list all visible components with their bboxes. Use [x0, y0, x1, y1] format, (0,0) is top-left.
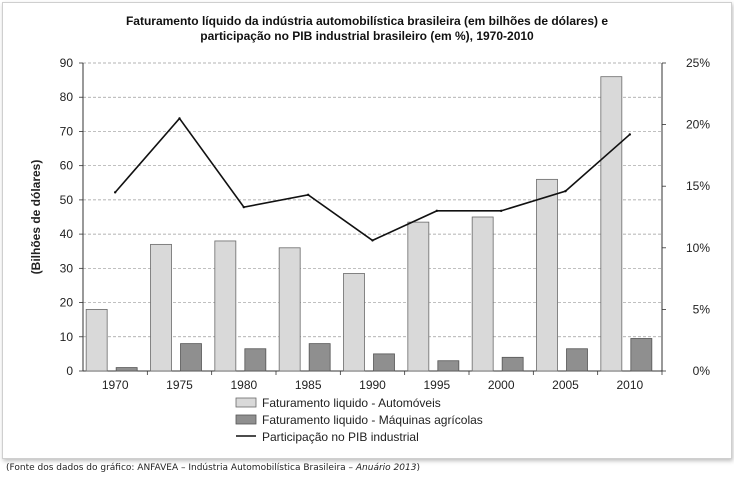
source-caption: (Fonte dos dados do gráfico: ANFAVEA – I…: [6, 463, 420, 473]
y2-tick-label: 10%: [686, 241, 710, 255]
y2-tick-label: 5%: [693, 302, 711, 316]
y-tick-label: 10: [60, 330, 74, 344]
caption-italic: Anuário 2013: [355, 463, 417, 473]
line-point: [628, 133, 632, 136]
x-tick-label: 2010: [616, 378, 643, 392]
y-tick-label: 60: [60, 159, 74, 173]
bar-maquinas: [180, 343, 202, 372]
y-tick-label: 80: [60, 90, 74, 104]
bar-automoveis: [85, 308, 108, 372]
line-point: [242, 205, 246, 209]
y-tick-label: 50: [60, 193, 74, 207]
legend-label-automoveis: Faturamento liquido - Automóveis: [262, 396, 441, 410]
chart-title: Faturamento líquido da indústria automob…: [40, 14, 694, 44]
x-tick-label: 1985: [295, 378, 322, 392]
y-axis-label: (Bilhões de dólares): [29, 160, 43, 275]
bar-maquinas: [115, 367, 138, 372]
line-point: [435, 209, 439, 213]
chart-title-line-2: participação no PIB industrial brasileir…: [200, 29, 534, 43]
y-tick-label: 40: [60, 227, 74, 241]
y-tick-label: 30: [60, 261, 74, 275]
caption-suffix: ): [416, 463, 420, 473]
bar-automoveis: [407, 221, 430, 372]
bar-maquinas: [244, 348, 267, 372]
y-tick-label: 20: [60, 296, 74, 310]
legend-label-maquinas: Faturamento liquido - Máquinas agrícolas: [262, 413, 483, 427]
y-tick-label: 70: [60, 124, 74, 138]
bar-automoveis: [343, 273, 365, 372]
x-tick-label: 2000: [488, 378, 515, 392]
bar-maquinas: [566, 348, 588, 372]
line-point: [564, 189, 567, 193]
bar-maquinas: [437, 360, 460, 372]
y-tick-label: 0: [66, 364, 73, 378]
bar-maquinas: [308, 343, 331, 372]
x-tick-label: 1980: [230, 378, 257, 392]
bar-automoveis: [600, 76, 623, 372]
y-tick-label: 90: [60, 56, 74, 70]
bar-automoveis: [536, 178, 558, 372]
bar-automoveis: [214, 240, 237, 372]
bar-automoveis: [278, 247, 301, 372]
x-tick-label: 1975: [166, 378, 193, 392]
line-point: [499, 209, 503, 213]
bar-maquinas: [373, 353, 395, 372]
x-tick-label: 1970: [102, 378, 129, 392]
line-point: [113, 191, 117, 194]
bar-maquinas: [501, 356, 524, 372]
line-point: [306, 193, 310, 197]
x-tick-label: 2005: [552, 378, 579, 392]
bar-maquinas: [630, 338, 653, 372]
x-tick-label: 1995: [423, 378, 450, 392]
y2-tick-label: 0%: [693, 364, 711, 378]
y2-tick-label: 20%: [686, 118, 710, 132]
bar-automoveis: [150, 243, 172, 372]
caption-prefix: (Fonte dos dados do gráfico: ANFAVEA – I…: [6, 463, 356, 473]
x-tick-label: 1990: [359, 378, 386, 392]
line-point: [178, 117, 181, 120]
y2-tick-label: 15%: [686, 179, 710, 193]
chart-title-line-1: Faturamento líquido da indústria automob…: [125, 14, 609, 28]
legend-label-line: Participação no PIB industrial: [262, 430, 419, 444]
bar-automoveis: [471, 216, 494, 372]
legend-swatch-maquinas: [235, 414, 257, 425]
y2-tick-label: 25%: [686, 56, 710, 70]
legend-swatch-automoveis: [235, 397, 257, 408]
line-point: [371, 239, 374, 242]
